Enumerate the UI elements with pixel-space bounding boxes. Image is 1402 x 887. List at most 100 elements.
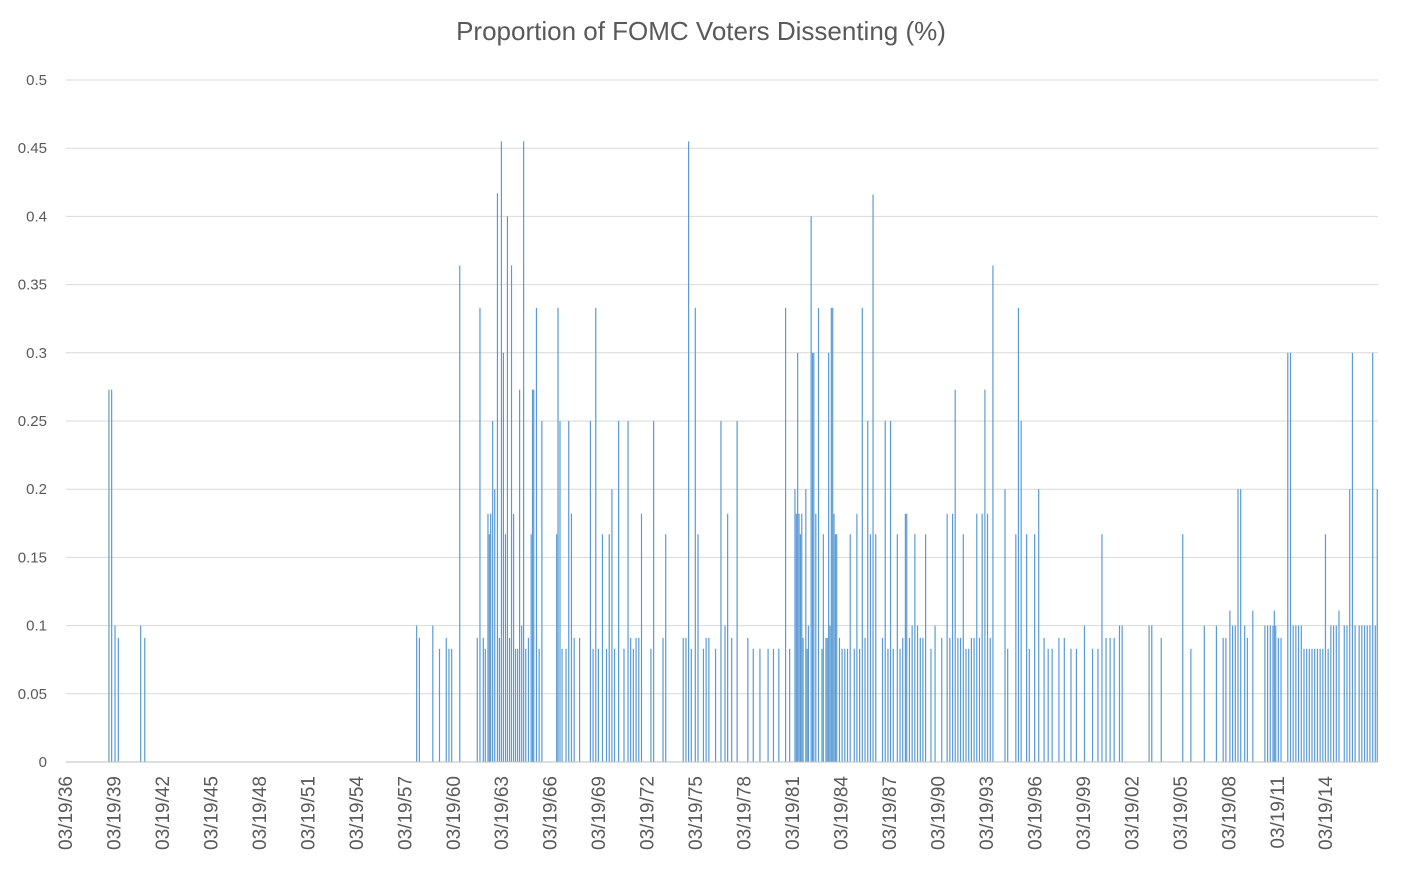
bar — [1273, 610, 1275, 762]
bar — [459, 265, 461, 762]
bar — [650, 648, 652, 762]
bar — [986, 513, 989, 762]
bar — [828, 352, 830, 762]
bar — [578, 637, 581, 762]
bar — [635, 637, 637, 762]
x-tick-label: 03/19/84 — [832, 776, 853, 850]
bar — [1327, 648, 1329, 762]
bar — [892, 648, 894, 762]
bar — [510, 265, 513, 762]
x-tick-label: 03/19/60 — [444, 776, 465, 850]
bar — [731, 637, 733, 762]
bar — [881, 637, 884, 762]
bar — [838, 637, 841, 762]
bar — [117, 637, 119, 762]
y-tick-label: 0.15 — [18, 549, 47, 566]
y-tick-label: 0.5 — [26, 72, 47, 89]
bar — [922, 637, 924, 762]
bar — [589, 421, 591, 762]
bar — [813, 352, 815, 762]
x-tick-label: 03/19/63 — [492, 776, 513, 850]
bar — [1017, 307, 1020, 762]
bar — [498, 637, 501, 762]
x-tick-label: 03/19/14 — [1316, 776, 1337, 850]
x-tick-label: 03/19/57 — [395, 776, 416, 850]
bar — [697, 534, 699, 762]
bar — [517, 648, 519, 762]
bar — [1374, 625, 1376, 762]
bar — [627, 421, 629, 762]
bar — [492, 421, 494, 762]
bar — [817, 307, 820, 762]
bar — [1203, 625, 1205, 762]
bar — [884, 421, 886, 762]
bar — [1322, 648, 1324, 762]
bar — [954, 389, 956, 762]
bar — [1297, 625, 1300, 762]
bar — [1311, 648, 1313, 762]
axes: 0 0.05 0.1 0.15 0.2 0.25 0.3 0.35 0.4 0.45 0.5 03/1… — [18, 72, 1378, 850]
y-tick-label: 0.1 — [26, 618, 47, 635]
bar — [844, 648, 846, 762]
bar — [925, 534, 927, 762]
bar — [861, 307, 863, 762]
bar — [1063, 637, 1065, 762]
bar — [951, 513, 954, 762]
x-tick-label: 03/19/87 — [880, 776, 901, 850]
bar — [1335, 625, 1337, 762]
bar — [1118, 625, 1121, 762]
bar — [451, 648, 453, 762]
bar — [1070, 648, 1072, 762]
bar — [976, 513, 978, 762]
y-tick-label: 0 — [39, 754, 47, 771]
bar — [794, 489, 796, 762]
bar — [556, 534, 558, 762]
bar — [968, 648, 970, 762]
bar — [512, 513, 515, 762]
bar — [1007, 648, 1009, 762]
bar — [798, 513, 800, 762]
bar — [1343, 625, 1345, 762]
bar — [727, 513, 729, 762]
bar — [805, 489, 807, 762]
bar — [1354, 625, 1356, 762]
bar — [595, 307, 597, 762]
bar — [989, 637, 991, 762]
bar — [1361, 625, 1363, 762]
bar — [597, 648, 599, 762]
bar — [487, 513, 489, 762]
bar — [810, 216, 812, 762]
bar — [482, 637, 484, 762]
bar — [432, 625, 434, 762]
bar — [694, 307, 696, 762]
bar — [720, 421, 722, 762]
bar — [896, 534, 898, 762]
bar — [1038, 489, 1040, 762]
bar — [1346, 625, 1348, 762]
bar — [506, 216, 509, 762]
bar — [992, 265, 994, 762]
x-tick-label: 03/19/11 — [1268, 776, 1289, 849]
bar — [836, 534, 838, 762]
bar — [1324, 534, 1327, 762]
bar — [1372, 352, 1374, 762]
bar — [1289, 352, 1292, 762]
bar — [479, 307, 481, 762]
bar — [904, 513, 906, 762]
bar — [1113, 637, 1115, 762]
bar — [541, 421, 543, 762]
y-tick-label: 0.05 — [18, 686, 47, 703]
bar — [767, 648, 769, 762]
bar — [830, 307, 832, 762]
bar — [705, 637, 707, 762]
bar — [1237, 489, 1239, 762]
bar — [1308, 648, 1310, 762]
bar — [1025, 534, 1028, 762]
bar — [1004, 489, 1006, 762]
y-tick-label: 0.45 — [18, 140, 47, 157]
bar — [608, 534, 610, 762]
bar — [108, 389, 110, 762]
bar — [1182, 534, 1184, 762]
